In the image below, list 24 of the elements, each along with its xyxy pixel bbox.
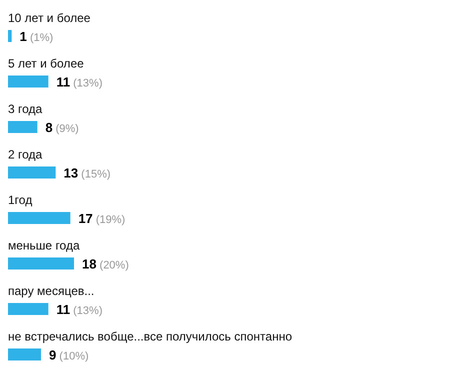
data-label: 8 (9%) [45, 120, 79, 135]
bar [8, 348, 41, 360]
data-label: 11 (13%) [56, 302, 102, 317]
data-label: 1 (1%) [20, 29, 54, 44]
data-label: 11 (13%) [56, 74, 102, 90]
y-tick-label: не встречались вобще...все получилось спонтанно [8, 330, 292, 344]
y-tick-label: 3 года [8, 102, 43, 116]
y-tick-label: пару месяцев... [8, 284, 94, 298]
y-tick-label: 5 лет и более [8, 56, 84, 70]
data-label: 17 (19%) [78, 211, 126, 226]
y-tick-label: меньше года [8, 238, 80, 252]
bar [8, 76, 48, 88]
y-tick-label: 10 лет и более [8, 11, 91, 25]
data-label: 9 (10%) [49, 348, 89, 362]
bar [8, 166, 56, 178]
bar [8, 258, 74, 270]
bar [8, 30, 12, 42]
data-label: 18 (20%) [82, 256, 129, 272]
data-label: 13 (15%) [64, 166, 111, 180]
y-tick-label: 1год [8, 193, 32, 207]
y-tick-label: 2 года [8, 148, 43, 162]
bar [8, 303, 48, 315]
bar [8, 121, 38, 133]
bar [8, 212, 70, 224]
